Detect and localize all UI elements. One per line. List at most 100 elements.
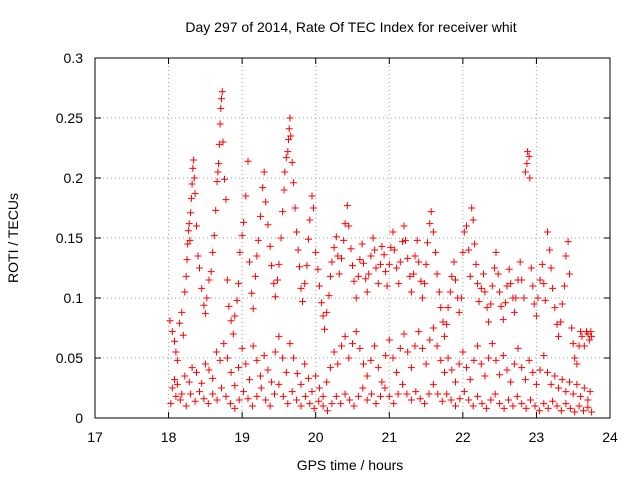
data-point [587,328,595,336]
data-point [538,260,546,268]
data-point [527,396,534,404]
data-point [526,174,534,182]
data-point [452,378,459,386]
data-point [463,222,470,230]
data-point [385,336,393,344]
data-point [485,318,493,326]
data-point [334,252,342,260]
data-point [435,288,443,296]
data-point [507,280,515,288]
data-point [368,390,376,398]
data-point [181,372,189,380]
data-point [459,248,467,256]
data-point [190,174,198,182]
data-point [196,264,203,272]
data-point [284,400,292,408]
data-point [325,292,333,300]
data-point [407,288,415,296]
data-point [218,384,225,392]
data-point [381,384,389,392]
data-point [415,328,423,336]
data-point [184,240,192,248]
data-point [285,136,292,144]
data-point [510,308,518,316]
data-point [282,368,290,376]
data-point [407,396,415,404]
data-point [566,378,573,386]
data-point [488,282,496,290]
data-point [337,400,345,408]
data-point [557,318,565,326]
data-point [571,354,579,362]
data-point [275,260,283,268]
data-point [315,397,323,405]
data-point [268,378,276,386]
data-point [242,360,250,368]
data-point [540,280,548,288]
data-point [491,390,499,398]
data-point [354,392,362,400]
data-point [480,270,487,278]
data-point [400,330,408,338]
data-point [242,192,250,200]
data-point [318,299,326,307]
data-point [200,301,208,309]
data-point [496,288,504,296]
data-point [505,265,513,273]
data-point [187,390,195,398]
data-point [260,168,268,176]
data-point [275,332,283,340]
data-point [389,228,397,236]
data-point [415,258,423,266]
data-point [341,390,349,398]
data-point [562,388,570,396]
data-point [369,234,377,242]
data-point [460,388,468,396]
data-point [220,340,228,348]
data-point [460,228,468,236]
data-point [422,360,430,368]
data-point [214,168,222,176]
data-point [279,392,287,400]
data-point [190,156,198,164]
data-point [290,179,298,187]
data-point [304,374,312,382]
data-point [505,396,512,404]
data-point [328,258,336,266]
data-point [553,402,561,410]
data-point [233,296,241,304]
data-point [492,248,500,256]
data-point [235,280,242,288]
data-point [530,300,538,308]
data-point [188,364,196,372]
data-point [487,300,495,308]
data-point [367,252,375,260]
data-point [584,396,592,404]
data-point [249,342,257,350]
data-point [264,221,272,229]
axis-ticks [94,57,611,419]
data-point [323,308,331,316]
data-point [558,300,566,308]
data-point [254,236,262,244]
data-point [465,246,473,254]
data-point [544,404,552,412]
x-tick-labels: 17 18 19 20 21 22 23 24 [87,429,618,445]
data-point [236,248,244,256]
data-point [189,164,197,172]
data-point [399,238,406,246]
x-tick-label: 19 [234,429,250,445]
data-point [182,272,190,280]
data-point [455,308,463,316]
y-tick-label: 0 [75,410,83,426]
data-point [434,390,442,398]
data-point [499,316,507,324]
data-point [377,392,384,400]
data-point [536,276,544,284]
data-point [173,380,181,388]
data-point [340,236,348,244]
data-point [363,396,371,404]
data-point [168,384,176,392]
data-point [492,356,500,364]
data-point [503,282,511,290]
